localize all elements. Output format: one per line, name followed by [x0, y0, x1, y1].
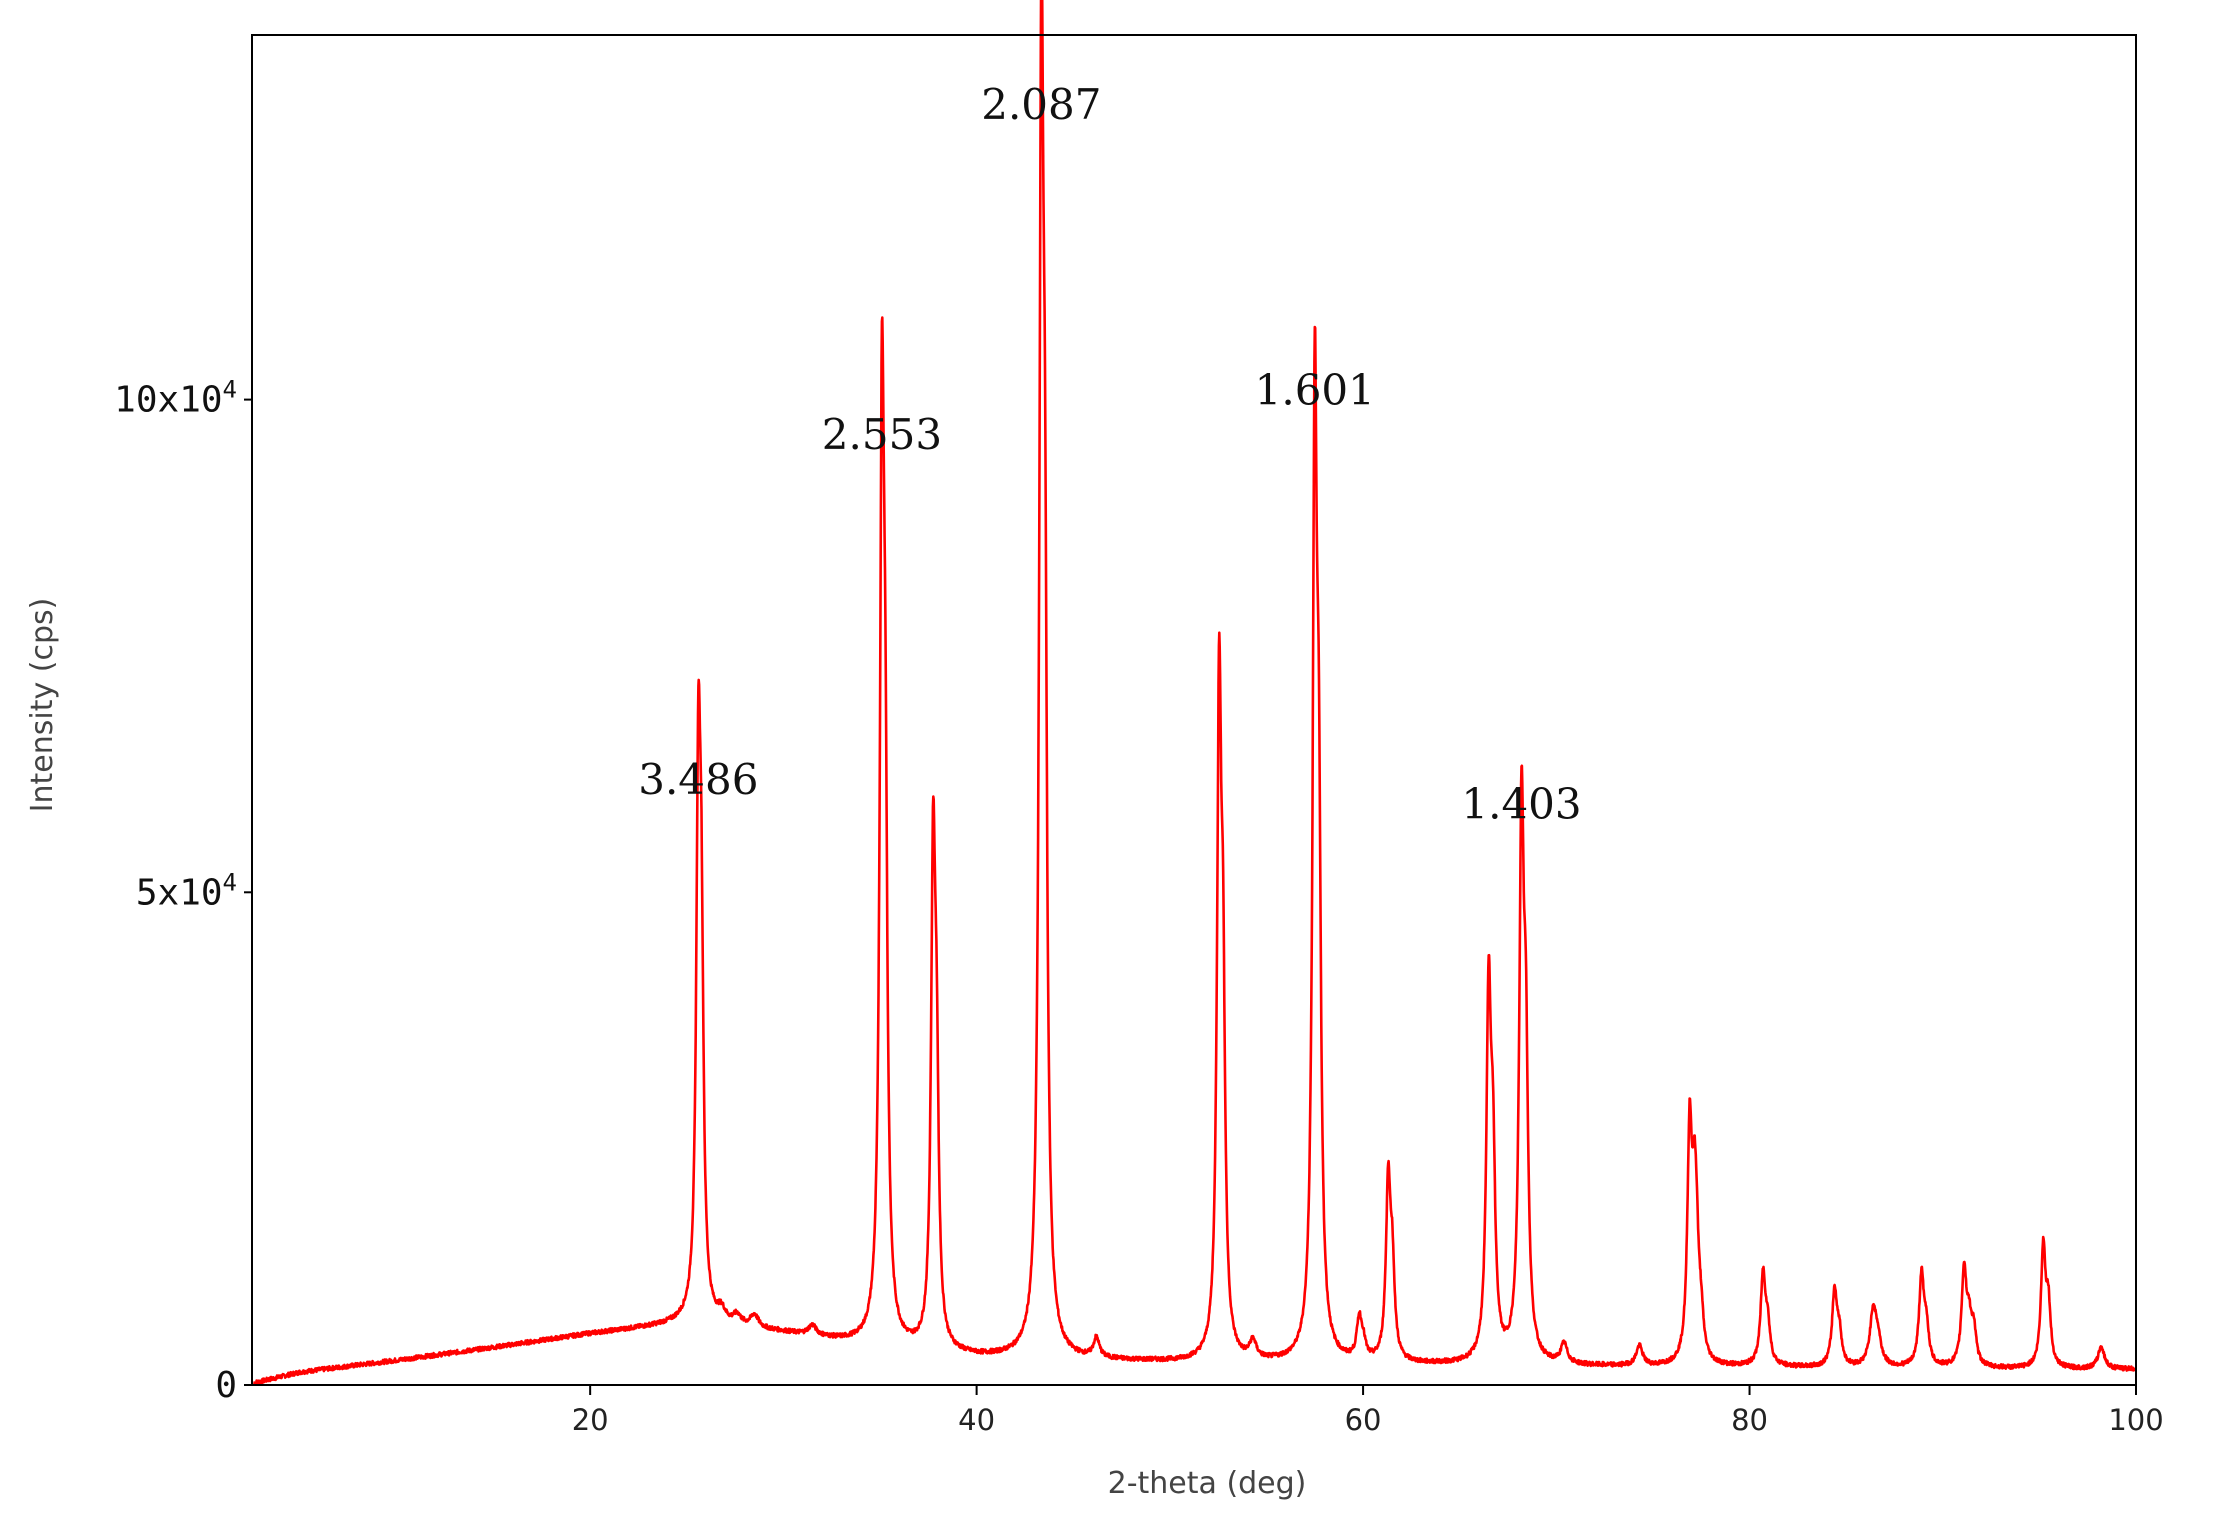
y-tick-label: 5x104 [136, 868, 237, 913]
x-tick-label: 60 [1345, 1403, 1382, 1437]
x-tick-label: 100 [2108, 1403, 2163, 1437]
axes-layer: 20 40 60 80 100 0 5x104 10x104 [114, 34, 2164, 1437]
data-layer [252, 0, 2138, 1386]
plot-frame [251, 34, 2137, 1386]
annotation-layer: 3.486 2.553 2.087 1.601 1.403 [638, 80, 1581, 829]
y-axis-title: Intensity (cps) [25, 598, 60, 813]
x-axis-title: 2-theta (deg) [1108, 1466, 1307, 1501]
peak-label: 1.403 [1461, 779, 1581, 828]
peak-label: 3.486 [638, 755, 758, 804]
peak-label: 1.601 [1255, 366, 1375, 415]
peak-label: 2.087 [981, 80, 1101, 129]
x-tick-label: 40 [958, 1403, 995, 1437]
y-tick-label: 0 [215, 1365, 237, 1406]
y-tick-label: 10x104 [114, 376, 237, 421]
x-tick-label: 80 [1731, 1403, 1768, 1437]
diffraction-series-line [252, 0, 2138, 1386]
peak-label: 2.553 [822, 410, 942, 459]
x-tick-label: 20 [572, 1403, 609, 1437]
